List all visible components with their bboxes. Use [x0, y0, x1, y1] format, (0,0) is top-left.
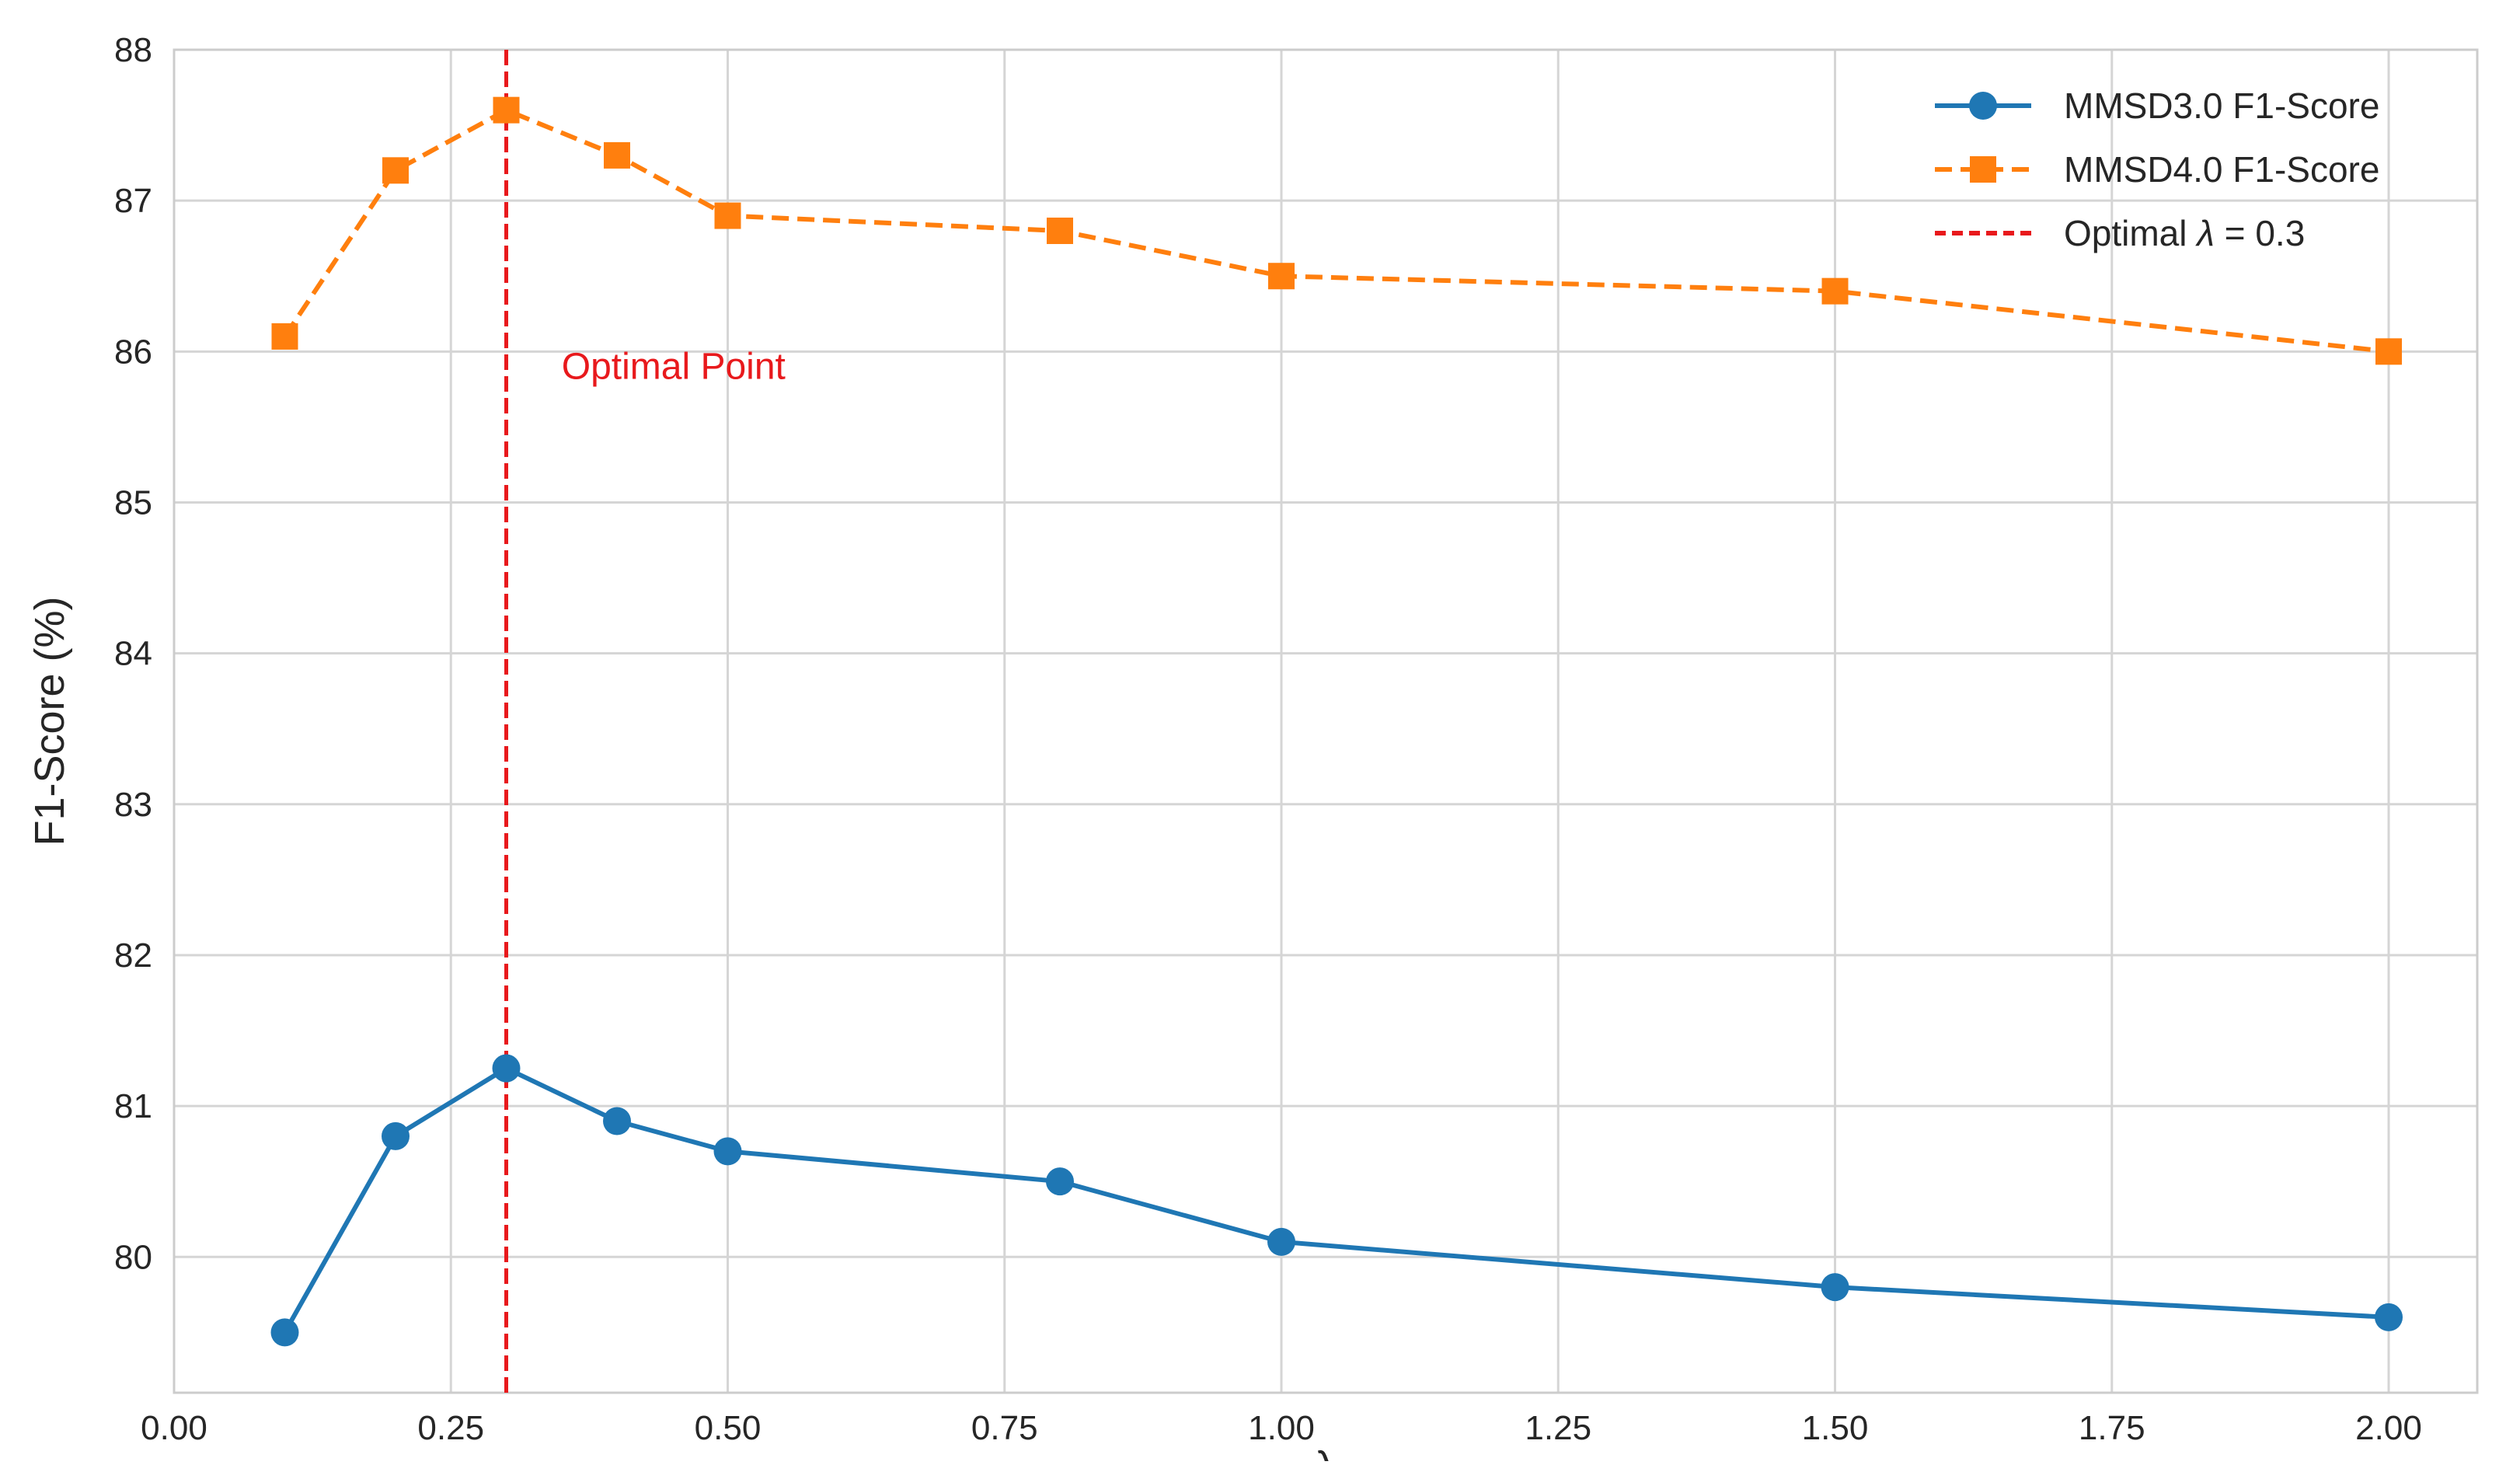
data-point-mmsd3	[603, 1107, 631, 1135]
x-axis-ticks: 0.00 0.25 0.50 0.75 1.00 1.25 1.50 1.75 2.00	[141, 1409, 2422, 1447]
legend-label-optimal-lambda: λ	[2194, 213, 2215, 253]
legend-entry-mmsd3: MMSD3.0 F1-Score	[1935, 85, 2379, 126]
y-tick-label: 85	[114, 483, 152, 521]
data-point-mmsd4	[382, 157, 409, 184]
data-point-mmsd3	[713, 1137, 742, 1166]
series-layer	[270, 96, 2403, 1347]
data-point-mmsd3	[1821, 1273, 1849, 1302]
data-point-mmsd4	[1047, 217, 1073, 244]
x-tick-label: 2.00	[2355, 1409, 2422, 1447]
legend-label-optimal: Optimal λ = 0.3	[2064, 213, 2305, 253]
y-tick-label: 81	[114, 1087, 152, 1125]
x-tick-label: 1.75	[2079, 1409, 2145, 1447]
x-tick-label: 0.75	[971, 1409, 1038, 1447]
data-point-mmsd4	[714, 202, 741, 229]
data-point-mmsd3	[492, 1054, 521, 1083]
plot-frame	[173, 48, 2479, 1394]
data-point-mmsd4	[493, 96, 520, 124]
y-tick-label: 82	[114, 937, 152, 975]
y-axis-ticks: 80 81 82 83 84 85 86 87 88	[114, 31, 152, 1276]
legend-marker-mmsd3	[1969, 92, 1997, 120]
x-axis-title: λ	[1316, 1443, 1337, 1461]
legend-label-optimal-prefix: Optimal	[2064, 213, 2197, 253]
legend-entry-mmsd4: MMSD4.0 F1-Score	[1935, 149, 2379, 190]
data-point-mmsd4	[1821, 277, 1849, 305]
data-point-mmsd4	[604, 141, 630, 169]
legend-marker-mmsd4	[1970, 156, 1996, 183]
data-point-mmsd4	[2375, 338, 2402, 365]
y-axis-title: F1-Score (%)	[26, 596, 73, 846]
x-tick-label: 1.25	[1525, 1409, 1591, 1447]
y-tick-label: 84	[114, 635, 152, 673]
legend-entry-optimal: Optimal λ = 0.3	[1935, 213, 2305, 253]
data-point-mmsd3	[270, 1318, 299, 1347]
x-tick-label: 0.25	[417, 1409, 484, 1447]
x-tick-label: 1.00	[1248, 1409, 1315, 1447]
data-point-mmsd4	[271, 323, 298, 350]
y-tick-label: 83	[114, 786, 152, 824]
legend: MMSD3.0 F1-Score MMSD4.0 F1-Score Optima…	[1935, 85, 2379, 253]
legend-label-optimal-suffix: = 0.3	[2215, 213, 2305, 253]
data-point-mmsd3	[2375, 1303, 2403, 1331]
x-tick-label: 0.50	[695, 1409, 762, 1447]
data-point-mmsd3	[1267, 1227, 1295, 1256]
data-point-mmsd3	[1046, 1167, 1074, 1196]
legend-label-mmsd3: MMSD3.0 F1-Score	[2064, 85, 2379, 126]
y-tick-label: 80	[114, 1238, 152, 1276]
data-point-mmsd3	[382, 1121, 410, 1150]
x-tick-label: 0.00	[141, 1409, 207, 1447]
series-line-mmsd3	[282, 1066, 2389, 1334]
data-point-mmsd4	[1268, 263, 1295, 290]
x-tick-label: 1.50	[1802, 1409, 1869, 1447]
optimal-point-annotation: Optimal Point	[562, 347, 786, 388]
y-tick-label: 87	[114, 182, 152, 220]
legend-label-mmsd4: MMSD4.0 F1-Score	[2064, 149, 2379, 190]
y-tick-label: 86	[114, 333, 152, 371]
y-tick-label: 88	[114, 31, 152, 69]
